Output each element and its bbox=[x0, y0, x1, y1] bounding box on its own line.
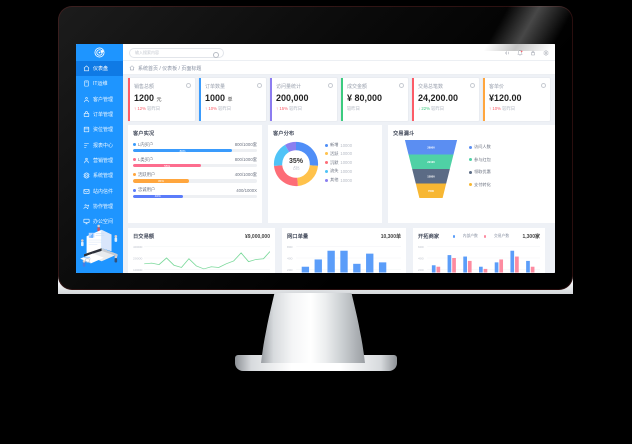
svg-text:400: 400 bbox=[418, 257, 424, 260]
svg-text:40000: 40000 bbox=[133, 245, 143, 248]
svg-text:600: 600 bbox=[418, 245, 424, 248]
svg-text:400: 400 bbox=[287, 257, 293, 261]
svg-text:20000: 20000 bbox=[133, 257, 143, 260]
svg-text:200: 200 bbox=[418, 268, 424, 271]
svg-text:800: 800 bbox=[287, 245, 293, 249]
svg-text:22100: 22100 bbox=[427, 160, 435, 164]
svg-text:10000: 10000 bbox=[133, 268, 143, 271]
svg-text:7600: 7600 bbox=[428, 189, 434, 193]
svg-text:200: 200 bbox=[287, 268, 293, 272]
svg-text:15800: 15800 bbox=[427, 175, 435, 179]
svg-text:28900: 28900 bbox=[427, 146, 435, 150]
